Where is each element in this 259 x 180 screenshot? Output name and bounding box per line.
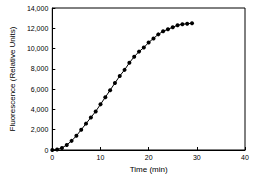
svg-text:40: 40 — [241, 154, 249, 161]
svg-text:Fluorescence (Relative Units): Fluorescence (Relative Units) — [8, 26, 17, 131]
svg-text:14,000: 14,000 — [27, 5, 49, 12]
svg-text:0: 0 — [50, 154, 54, 161]
svg-text:Time (min): Time (min) — [130, 165, 168, 174]
svg-text:6,000: 6,000 — [31, 86, 49, 93]
svg-text:30: 30 — [193, 154, 201, 161]
svg-text:2,000: 2,000 — [31, 126, 49, 133]
svg-text:10: 10 — [97, 154, 105, 161]
svg-text:20: 20 — [145, 154, 153, 161]
svg-text:0: 0 — [44, 147, 48, 154]
svg-text:8,000: 8,000 — [31, 65, 49, 72]
svg-text:4,000: 4,000 — [31, 106, 49, 113]
svg-text:10,000: 10,000 — [27, 45, 49, 52]
svg-text:12,000: 12,000 — [27, 25, 49, 32]
